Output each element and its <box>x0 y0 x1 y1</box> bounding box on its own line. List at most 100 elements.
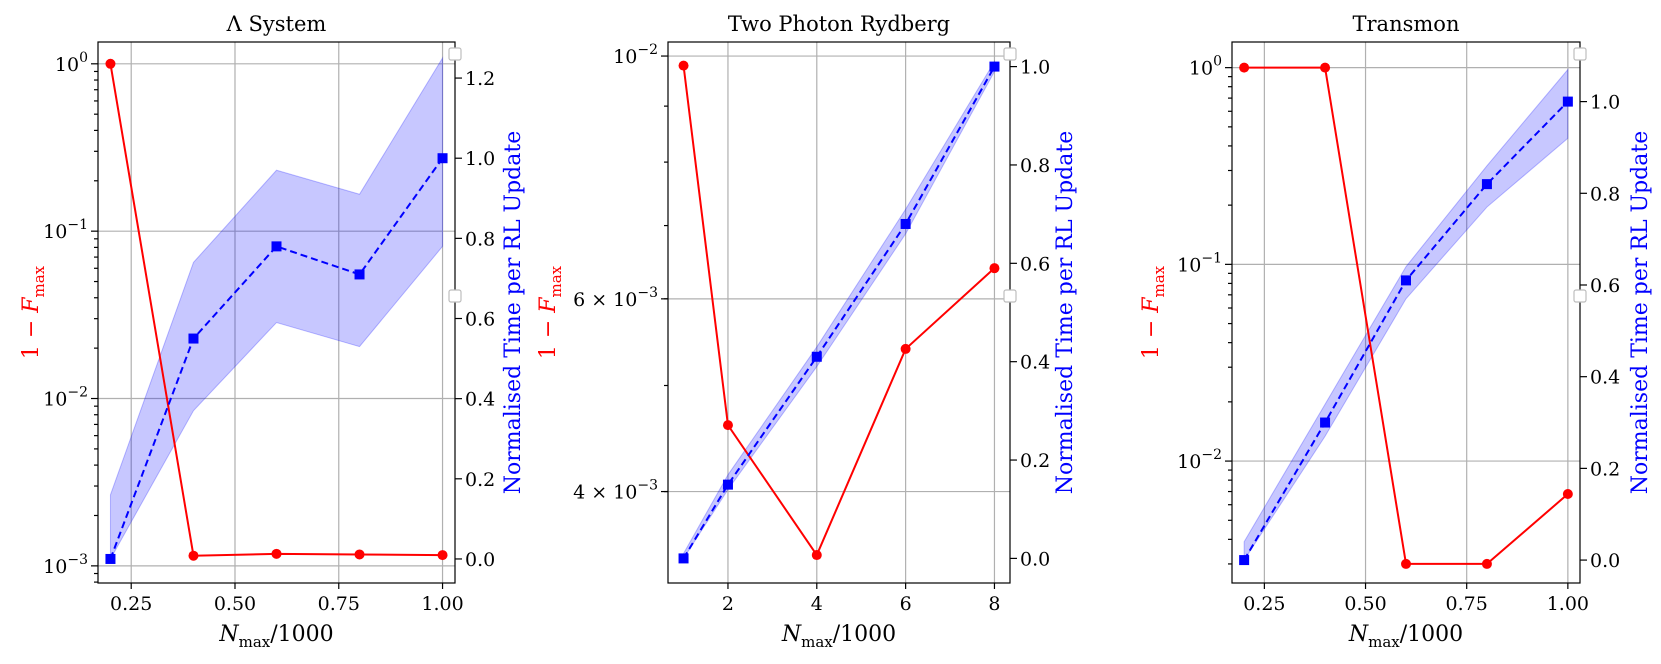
y-right-tick-label: 0.0 <box>1020 548 1050 570</box>
legend-handle <box>1573 47 1587 61</box>
y-left-tick-label: 100 <box>1189 54 1222 80</box>
y-right-tick-label: 0.2 <box>465 469 495 491</box>
x-tick-label: 0.25 <box>110 593 152 615</box>
fidelity-point <box>722 420 733 431</box>
y-left-axis-label: 1 − Fmax <box>1139 265 1168 359</box>
y-right-tick-label: 0.6 <box>465 309 495 331</box>
fidelity-point <box>678 60 689 71</box>
time-point <box>900 218 911 229</box>
time-point <box>354 269 365 280</box>
x-tick-label: 2 <box>722 593 734 615</box>
time-point <box>1562 96 1573 107</box>
y-right-tick-label: 1.0 <box>465 148 495 170</box>
time-point <box>678 553 689 564</box>
y-right-axis-label: Normalised Time per RL Update <box>1628 131 1653 495</box>
chart-panel-3: 0.25 0.50 0.75 1.00 10−2 10−1 100 0.0 0.2 0.4 0.6 0… <box>1139 12 1653 651</box>
axes-frame <box>667 41 1011 584</box>
fidelity-point <box>437 550 448 561</box>
y-left-axis-label: 1 − Fmax <box>536 265 565 359</box>
chart-title: Two Photon Rydberg <box>728 12 950 36</box>
y-left-tick-label: 10−1 <box>43 217 88 243</box>
legend-handle <box>1573 289 1587 303</box>
fidelity-point <box>1481 558 1492 569</box>
y-left-tick-label: 6 × 10−3 <box>573 285 658 311</box>
y-left-tick-label: 100 <box>55 50 88 76</box>
y-left-tick-label: 4 × 10−3 <box>573 478 658 504</box>
y-right-tick-label: 1.2 <box>465 68 495 90</box>
x-tick-label: 0.25 <box>1243 593 1285 615</box>
time-point <box>188 333 199 344</box>
y-right-tick-label: 0.8 <box>1590 183 1620 205</box>
fidelity-point <box>1320 62 1331 73</box>
y-right-tick-label: 0.6 <box>1590 275 1620 297</box>
y-right-tick-label: 1.0 <box>1590 92 1620 114</box>
y-left-tick-label: 10−1 <box>1177 250 1222 276</box>
fidelity-point <box>271 548 282 559</box>
chart-panel-2: 2 4 6 8 4 × 10−3 6 × 10−3 10−2 0.0 0.2 0.4 0.6 0.8 1… <box>536 12 1078 651</box>
legend-handle <box>1003 47 1017 61</box>
time-point <box>437 153 448 164</box>
axes-frame <box>97 41 456 584</box>
x-tick-label: 1.00 <box>421 593 463 615</box>
y-right-tick-label: 0.0 <box>1590 550 1620 572</box>
x-tick-label: 0.75 <box>1446 593 1488 615</box>
y-right-tick-label: 0.0 <box>465 549 495 571</box>
y-right-tick-label: 0.8 <box>465 228 495 250</box>
y-right-tick-label: 0.8 <box>1020 155 1050 177</box>
time-point <box>1320 417 1331 428</box>
chart-title: Λ System <box>226 12 327 36</box>
time-point <box>271 241 282 252</box>
time-point <box>1401 275 1411 286</box>
x-tick-label: 0.75 <box>318 593 360 615</box>
time-series-line <box>109 157 444 560</box>
time-point <box>989 61 1000 72</box>
y-left-tick-label: 10−2 <box>1177 447 1222 473</box>
y-left-axis-label: 1 − Fmax <box>19 265 48 359</box>
time-point <box>105 553 116 564</box>
y-right-tick-label: 0.4 <box>1590 367 1620 389</box>
y-left-tick-label: 10−2 <box>613 42 658 68</box>
y-right-axis-label: Normalised Time per RL Update <box>1053 131 1078 495</box>
fidelity-point <box>188 550 199 561</box>
fidelity-point <box>900 343 911 354</box>
axes-frame <box>1231 41 1581 584</box>
x-tick-label: 8 <box>988 593 1000 615</box>
y-right-tick-label: 1.0 <box>1020 57 1050 79</box>
time-point <box>722 479 733 490</box>
y-left-tick-label: 10−2 <box>43 385 88 411</box>
y-right-tick-label: 0.4 <box>465 389 495 411</box>
y-left-tick-label: 10−3 <box>43 552 88 578</box>
y-right-tick-label: 0.6 <box>1020 253 1050 275</box>
x-tick-label: 4 <box>811 593 823 615</box>
fidelity-point <box>811 550 822 561</box>
fidelity-point <box>354 549 365 560</box>
uncertainty-band <box>109 56 444 561</box>
y-right-tick-label: 0.4 <box>1020 352 1050 374</box>
y-right-tick-label: 0.2 <box>1590 458 1620 480</box>
fidelity-point <box>1401 558 1411 569</box>
x-axis-label: Nmax/1000 <box>1348 622 1463 651</box>
x-tick-label: 0.50 <box>1344 593 1386 615</box>
x-axis-label: Nmax/1000 <box>781 622 896 651</box>
x-tick-label: 1.00 <box>1547 593 1589 615</box>
fidelity-point <box>989 263 1000 274</box>
legend-handle <box>448 47 462 61</box>
y-right-axis-label: Normalised Time per RL Update <box>501 131 526 495</box>
legend-handle <box>1003 289 1017 303</box>
time-series-line <box>682 66 996 559</box>
x-tick-label: 6 <box>900 593 912 615</box>
x-tick-label: 0.50 <box>214 593 256 615</box>
fidelity-point <box>105 58 116 69</box>
time-point <box>1481 179 1492 190</box>
time-point <box>811 351 822 362</box>
chart-panel-1: 0.25 0.50 0.75 1.00 10−3 10−2 10−1 100 0.0 0.2 0.4… <box>19 12 526 651</box>
fidelity-point <box>1239 62 1250 73</box>
fidelity-point <box>1562 489 1573 500</box>
y-right-tick-label: 0.2 <box>1020 450 1050 472</box>
time-point <box>1239 555 1250 566</box>
uncertainty-band <box>1243 68 1569 562</box>
legend-handle <box>448 289 462 303</box>
x-axis-label: Nmax/1000 <box>218 622 333 651</box>
chart-title: Transmon <box>1353 12 1460 36</box>
